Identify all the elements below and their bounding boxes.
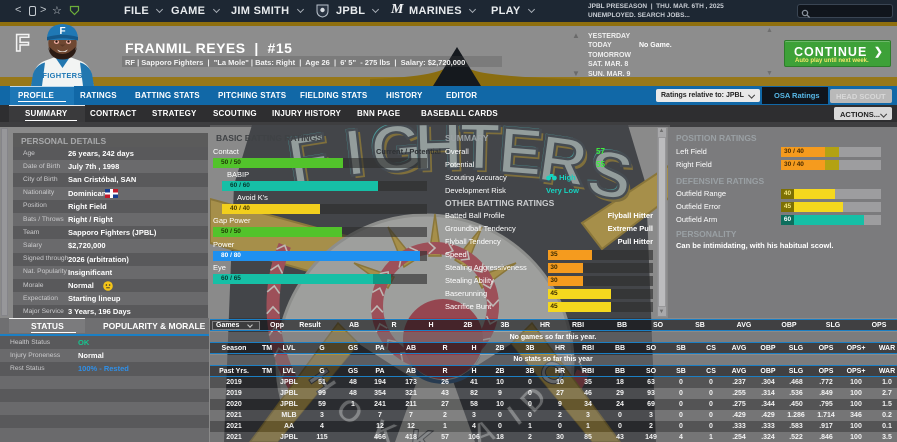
svg-text:FIGHTERS: FIGHTERS xyxy=(42,71,82,80)
svg-text:R: R xyxy=(533,125,591,198)
svg-text:T: T xyxy=(461,125,503,187)
svg-text:E: E xyxy=(499,125,549,193)
svg-text:G: G xyxy=(368,125,424,187)
svg-text:T: T xyxy=(458,125,500,184)
svg-text:R: R xyxy=(537,125,595,204)
svg-text:H: H xyxy=(417,125,467,187)
svg-text:G: G xyxy=(367,125,423,185)
svg-text:T: T xyxy=(457,125,499,182)
svg-text:F: F xyxy=(59,26,65,37)
svg-text:G: G xyxy=(371,125,427,190)
svg-text:R: R xyxy=(534,125,592,200)
svg-text:H: H xyxy=(412,125,462,182)
svg-text:E: E xyxy=(496,125,546,190)
svg-text:H: H xyxy=(414,125,464,184)
svg-text:E: E xyxy=(495,125,545,188)
